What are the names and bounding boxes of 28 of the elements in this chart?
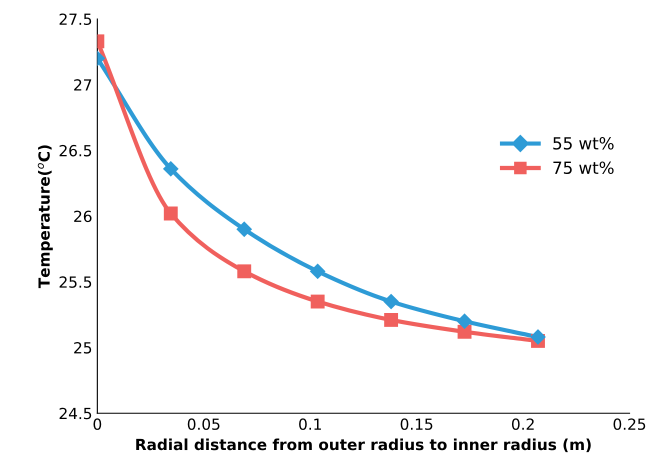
point xyxy=(163,161,178,176)
x-tick-label: 0.1 xyxy=(299,418,321,430)
legend-label: 55 wt% xyxy=(553,136,614,150)
x-tick-label: 0.15 xyxy=(400,418,432,430)
point xyxy=(310,264,326,279)
point xyxy=(164,206,178,220)
x-tick-label: 0 xyxy=(93,418,102,430)
legend-label: 75 wt% xyxy=(553,161,614,174)
point xyxy=(236,222,252,237)
x-axis-title: Radial distance from outer radius to inner radius (m) xyxy=(136,438,591,452)
x-tick-label: 0.05 xyxy=(188,418,220,430)
y-tick-label: 27.5 xyxy=(60,13,92,26)
point xyxy=(384,294,399,310)
y-tick-label: 26 xyxy=(74,210,92,222)
x-tick-label: 0.2 xyxy=(512,418,534,430)
y-tick-label: 26.5 xyxy=(60,144,92,156)
point xyxy=(384,313,398,327)
y-axis-title: Temperature($^{o}$C) xyxy=(38,145,53,288)
y-tick-label: 25.5 xyxy=(60,276,92,288)
x-tick-label: 0.25 xyxy=(614,418,646,430)
point xyxy=(530,329,546,345)
point xyxy=(310,294,325,308)
point xyxy=(237,264,252,278)
y-tick-label: 25 xyxy=(74,342,92,354)
point xyxy=(458,324,472,339)
point xyxy=(456,314,472,329)
y-tick-label: 24.5 xyxy=(60,408,92,420)
y-tick-label: 27 xyxy=(74,79,92,91)
